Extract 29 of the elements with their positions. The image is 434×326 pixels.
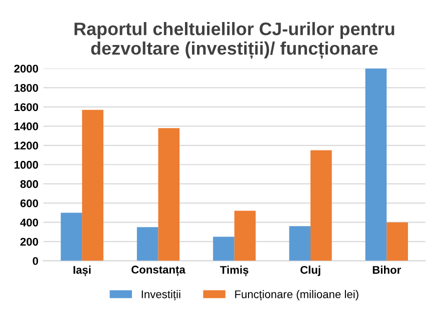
bar xyxy=(386,222,408,261)
x-tick-label: Bihor xyxy=(372,266,401,274)
x-tick-label: Cluj xyxy=(300,266,320,276)
y-tick-label: 1400 xyxy=(14,122,38,130)
bar xyxy=(158,128,180,261)
y-tick-label: 1800 xyxy=(14,84,38,92)
bar xyxy=(234,210,256,261)
bar xyxy=(82,110,104,261)
bar xyxy=(213,236,234,261)
y-tick-label: 1600 xyxy=(14,103,38,112)
y-tick-label: 200 xyxy=(20,238,38,246)
x-tick-label: Constanța xyxy=(132,266,186,276)
y-tick-label: 1200 xyxy=(14,142,38,150)
x-tick-label: Iași xyxy=(74,266,91,276)
bar xyxy=(60,212,82,261)
y-tick-label: 2000 xyxy=(14,64,38,73)
legend-label: Funcționare (milioane lei) xyxy=(235,290,358,300)
bar xyxy=(310,150,332,261)
y-tick-label: 400 xyxy=(20,218,38,226)
bar xyxy=(289,226,310,261)
chart-title: Raportul cheltuielilor CJ-urilor pentru dezvoltare (investiții)/ funcționare xyxy=(74,22,394,59)
bar xyxy=(136,227,158,261)
y-tick-label: 0 xyxy=(32,257,38,265)
y-tick-label: 600 xyxy=(20,199,38,208)
legend-label: Investiții xyxy=(142,290,180,300)
bar xyxy=(365,68,387,261)
y-tick-label: 1000 xyxy=(14,160,38,169)
y-tick-label: 800 xyxy=(20,180,38,188)
x-tick-label: Timiș xyxy=(220,266,248,276)
